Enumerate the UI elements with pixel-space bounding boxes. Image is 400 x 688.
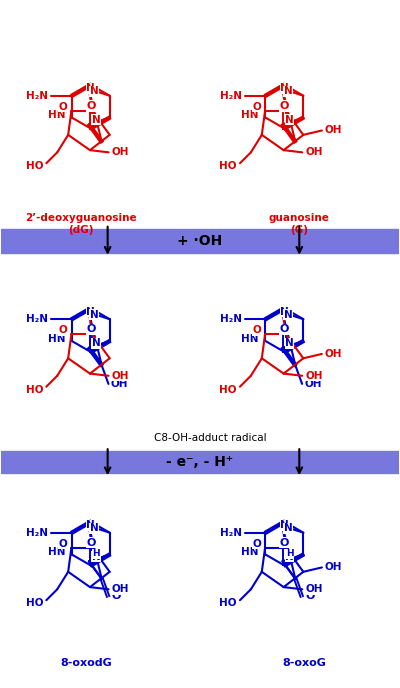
Text: OH: OH	[305, 371, 323, 380]
Text: O: O	[111, 592, 121, 601]
Text: N: N	[285, 338, 294, 348]
Text: 2’-deoxyguanosine
(dG): 2’-deoxyguanosine (dG)	[25, 213, 137, 235]
Text: H₂N: H₂N	[26, 528, 48, 538]
Text: guanosine
(G): guanosine (G)	[269, 213, 330, 235]
Text: H₂N: H₂N	[220, 528, 242, 538]
Text: 8-oxodG: 8-oxodG	[60, 658, 112, 668]
Text: N: N	[90, 86, 99, 96]
Text: HO: HO	[220, 385, 237, 395]
Text: HN: HN	[48, 548, 65, 557]
Text: O: O	[86, 325, 96, 334]
Text: - e⁻, - H⁺: - e⁻, - H⁺	[166, 455, 234, 469]
Text: OH: OH	[305, 584, 323, 594]
Text: N: N	[90, 310, 99, 320]
Text: 8-oxoG: 8-oxoG	[282, 658, 326, 668]
Text: N: N	[92, 338, 100, 348]
Text: N: N	[86, 520, 95, 530]
Text: O: O	[280, 538, 289, 548]
Text: HO: HO	[26, 161, 43, 171]
Text: H₂N: H₂N	[26, 91, 48, 100]
Text: N: N	[280, 83, 289, 93]
Text: OH: OH	[112, 584, 129, 594]
Text: N: N	[285, 115, 294, 125]
Text: OH: OH	[112, 147, 129, 158]
Text: + ·OH: + ·OH	[177, 234, 223, 248]
Text: O: O	[86, 101, 96, 111]
Text: N: N	[284, 310, 292, 320]
Text: O: O	[86, 538, 96, 548]
Text: N: N	[280, 520, 289, 530]
Text: N: N	[86, 307, 95, 316]
Text: O: O	[252, 325, 261, 335]
Text: HN: HN	[48, 334, 65, 344]
Text: N: N	[284, 86, 292, 96]
Text: OH: OH	[325, 562, 342, 572]
Text: OH: OH	[305, 147, 323, 158]
Text: OH: OH	[111, 379, 128, 389]
Text: N: N	[280, 307, 289, 316]
Bar	[1, 229, 399, 252]
Text: H: H	[286, 549, 294, 558]
Text: OH: OH	[325, 349, 342, 359]
Text: N: N	[285, 552, 294, 562]
Text: N: N	[86, 83, 95, 93]
Text: O: O	[280, 325, 289, 334]
Text: HN: HN	[242, 110, 259, 120]
Text: H₂N: H₂N	[220, 91, 242, 100]
Text: N: N	[92, 115, 100, 125]
Text: OH: OH	[304, 379, 322, 389]
Text: H: H	[92, 549, 100, 558]
Text: HO: HO	[26, 385, 43, 395]
Text: O: O	[252, 539, 261, 549]
Text: HO: HO	[220, 161, 237, 171]
Text: HN: HN	[48, 110, 65, 120]
Text: H₂N: H₂N	[26, 314, 48, 324]
Text: C8-OH-adduct radical: C8-OH-adduct radical	[154, 433, 266, 443]
Text: O: O	[252, 102, 261, 112]
Text: H₂N: H₂N	[220, 314, 242, 324]
Text: N: N	[90, 523, 99, 533]
Text: O: O	[59, 539, 68, 549]
Text: OH: OH	[112, 371, 129, 380]
Bar	[1, 451, 399, 473]
Text: N: N	[284, 523, 292, 533]
Text: O: O	[280, 101, 289, 111]
Text: O: O	[305, 592, 314, 601]
Text: HO: HO	[26, 598, 43, 608]
Text: HN: HN	[242, 548, 259, 557]
Text: HN: HN	[242, 334, 259, 344]
Text: OH: OH	[325, 125, 342, 136]
Text: HO: HO	[220, 598, 237, 608]
Text: N: N	[92, 552, 100, 562]
Text: O: O	[59, 325, 68, 335]
Text: O: O	[59, 102, 68, 112]
